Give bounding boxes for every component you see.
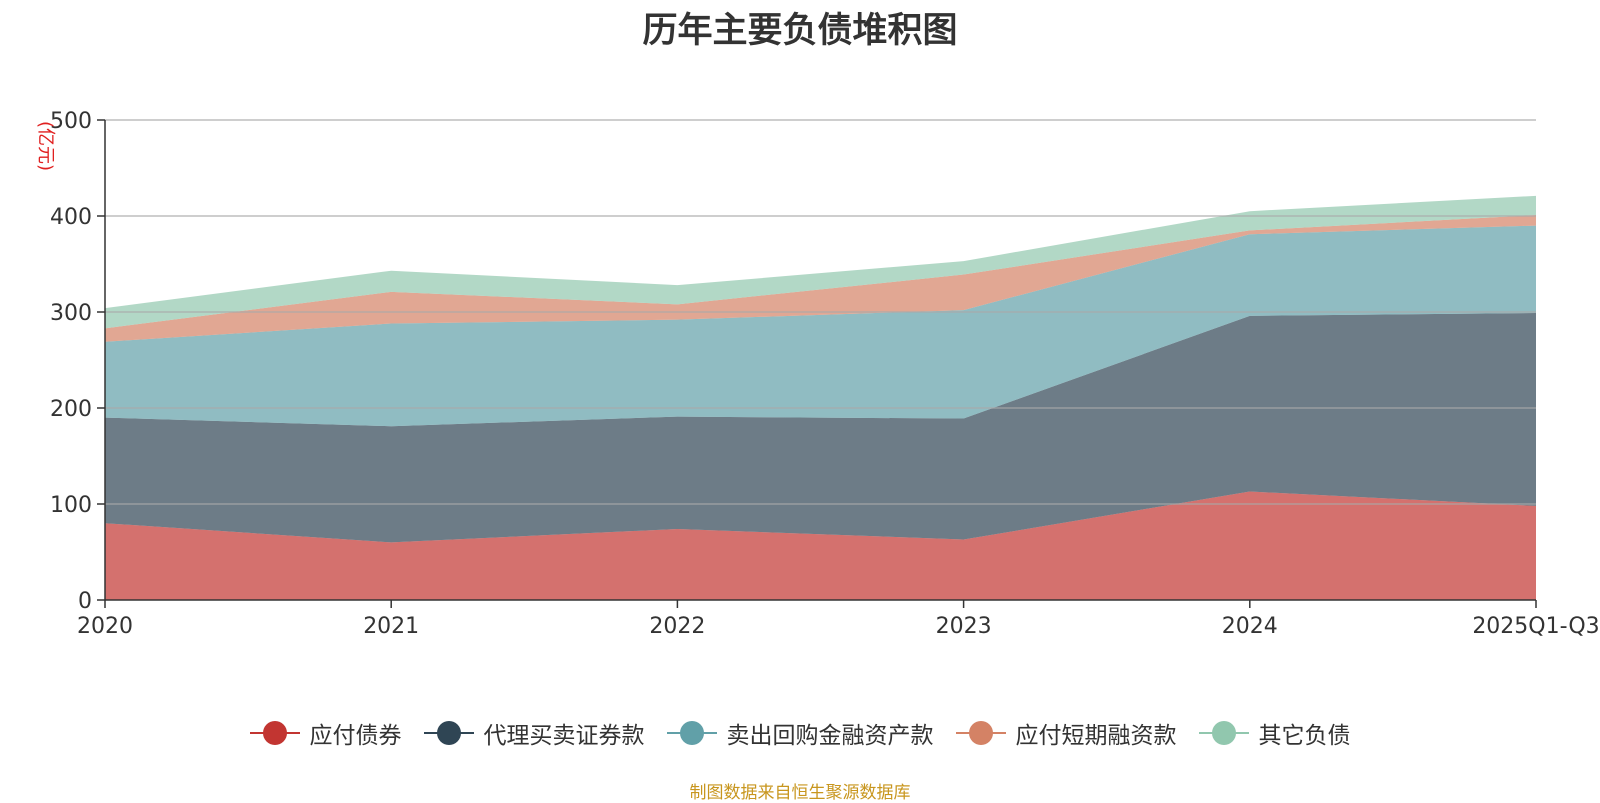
legend-item[interactable]: 应付短期融资款 xyxy=(955,716,1177,750)
x-tick-label: 2023 xyxy=(936,614,992,639)
legend-marker-icon xyxy=(249,720,300,746)
y-tick-label: 500 xyxy=(50,109,92,134)
legend-marker-icon xyxy=(1198,720,1249,746)
legend-label: 代理买卖证券款 xyxy=(483,723,645,749)
x-tick-label: 2022 xyxy=(649,614,705,639)
legend-dot xyxy=(262,721,287,745)
legend-dot xyxy=(1211,721,1236,745)
legend-item[interactable]: 卖出回购金融资产款 xyxy=(666,716,934,750)
chart-title: 历年主要负债堆积图 xyxy=(642,11,958,51)
y-tick-label: 400 xyxy=(50,205,92,230)
area-series-4 xyxy=(105,215,1536,342)
area-series-5 xyxy=(105,195,1536,329)
area-series-3 xyxy=(105,225,1536,427)
legend-dot xyxy=(968,721,993,745)
x-tick-label: 2025Q1-Q3 xyxy=(1472,614,1599,639)
legend-item[interactable]: 代理买卖证券款 xyxy=(423,716,645,750)
area-series-1 xyxy=(105,491,1536,600)
legend-marker-icon xyxy=(423,720,474,746)
y-tick-label: 300 xyxy=(50,301,92,326)
legend-item[interactable]: 应付债券 xyxy=(249,716,402,750)
legend-dot xyxy=(436,721,461,745)
area-series-2 xyxy=(105,312,1536,543)
x-tick-label: 2020 xyxy=(77,614,133,639)
x-tick-label: 2021 xyxy=(363,614,419,639)
legend-label: 应付短期融资款 xyxy=(1015,723,1177,749)
legend-label: 其它负债 xyxy=(1258,723,1351,749)
y-tick-label: 100 xyxy=(50,493,92,518)
legend-marker-icon xyxy=(666,720,717,746)
y-tick-label: 200 xyxy=(50,397,92,422)
y-tick-label: 0 xyxy=(78,589,92,614)
legend-label: 应付债券 xyxy=(309,723,402,749)
legend-marker-icon xyxy=(955,720,1006,746)
legend-label: 卖出回购金融资产款 xyxy=(726,723,934,749)
legend-dot xyxy=(679,721,704,745)
source-note: 制图数据来自恒生聚源数据库 xyxy=(689,783,911,803)
x-tick-label: 2024 xyxy=(1222,614,1278,639)
legend-item[interactable]: 其它负债 xyxy=(1198,716,1351,750)
legend: 应付债券 代理买卖证券款 卖出回购金融资产款 应付短期融资款 其它负债 xyxy=(0,716,1600,750)
y-unit-label: (亿元) xyxy=(35,121,56,171)
